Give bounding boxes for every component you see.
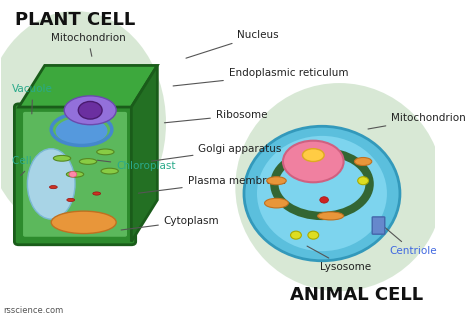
Ellipse shape — [66, 172, 84, 177]
Ellipse shape — [78, 101, 102, 119]
Ellipse shape — [67, 198, 74, 202]
Ellipse shape — [97, 149, 114, 155]
Ellipse shape — [318, 212, 344, 220]
Ellipse shape — [257, 136, 387, 251]
Text: Nucleus: Nucleus — [186, 30, 279, 58]
Ellipse shape — [235, 83, 443, 291]
Text: PLANT CELL: PLANT CELL — [15, 11, 135, 29]
Text: Cell wall: Cell wall — [12, 157, 56, 175]
Ellipse shape — [79, 159, 97, 164]
Text: Mitochondrion: Mitochondrion — [368, 113, 466, 129]
Ellipse shape — [51, 211, 116, 234]
Ellipse shape — [69, 172, 77, 177]
Ellipse shape — [93, 192, 100, 195]
FancyBboxPatch shape — [23, 112, 127, 237]
Ellipse shape — [267, 177, 286, 185]
Text: Golgi apparatus: Golgi apparatus — [151, 144, 282, 161]
Polygon shape — [18, 66, 157, 107]
Ellipse shape — [49, 185, 57, 189]
Ellipse shape — [320, 197, 328, 203]
Text: Plasma membrane: Plasma membrane — [138, 176, 285, 193]
Ellipse shape — [302, 149, 324, 162]
Ellipse shape — [101, 168, 118, 174]
Text: Lysosome: Lysosome — [307, 246, 371, 272]
Text: Endoplasmic reticulum: Endoplasmic reticulum — [173, 68, 348, 86]
Text: Centriole: Centriole — [385, 227, 437, 256]
Ellipse shape — [64, 96, 116, 125]
Text: Ribosome: Ribosome — [164, 110, 267, 123]
Ellipse shape — [0, 11, 166, 235]
Text: rsscience.com: rsscience.com — [3, 306, 64, 315]
Ellipse shape — [358, 177, 368, 185]
Ellipse shape — [283, 141, 344, 182]
Text: ANIMAL CELL: ANIMAL CELL — [290, 287, 423, 304]
Ellipse shape — [27, 149, 75, 219]
Ellipse shape — [291, 231, 301, 239]
Ellipse shape — [355, 158, 372, 165]
Ellipse shape — [308, 231, 319, 239]
Text: Mitochondrion: Mitochondrion — [51, 33, 126, 56]
Text: Vacuole: Vacuole — [12, 84, 53, 114]
Text: Chloroplast: Chloroplast — [97, 160, 176, 171]
Ellipse shape — [244, 126, 400, 261]
Ellipse shape — [55, 118, 108, 145]
Polygon shape — [131, 66, 157, 242]
Text: Cytoplasm: Cytoplasm — [121, 216, 219, 230]
Ellipse shape — [264, 198, 288, 208]
Ellipse shape — [54, 155, 71, 161]
FancyBboxPatch shape — [14, 104, 136, 245]
FancyBboxPatch shape — [372, 217, 385, 234]
